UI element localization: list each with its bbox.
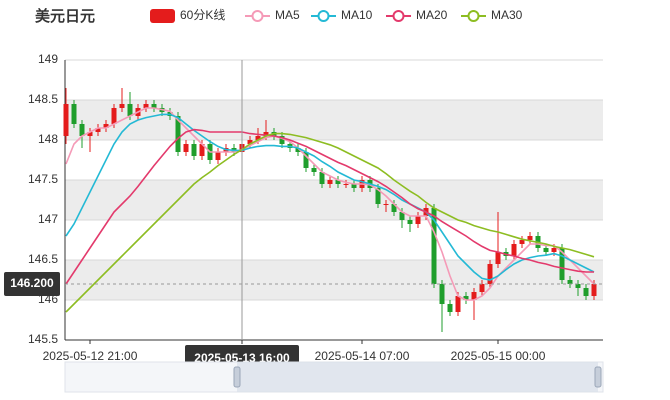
legend-label: 60分K线 (180, 8, 225, 22)
y-tick-label: 145.5 (28, 332, 58, 346)
candle-body (575, 284, 581, 288)
legend-marker (467, 10, 480, 22)
legend-swatch (150, 9, 175, 23)
y-tick-label: 147 (38, 212, 58, 226)
candle-body (487, 264, 493, 284)
candle-body (263, 132, 269, 136)
candle-body (551, 248, 557, 252)
candle-body (335, 180, 341, 184)
legend-marker (317, 10, 330, 22)
legend-label: MA10 (341, 8, 373, 22)
candle-body (111, 108, 117, 124)
split-band (65, 300, 603, 340)
y-tick-label: 149 (38, 52, 58, 66)
zoom-window (237, 362, 598, 392)
last-price-label: 146.200 (10, 276, 54, 290)
candle-body (79, 124, 85, 136)
y-tick-label: 148.5 (28, 92, 58, 106)
candle-body (183, 144, 189, 152)
zoom-handle[interactable] (233, 366, 241, 388)
candle-body (383, 204, 389, 205)
candle-body (447, 304, 453, 312)
candle-body (247, 140, 253, 144)
last-price-box (4, 272, 60, 296)
candle-body (559, 248, 565, 280)
candle-body (311, 168, 317, 172)
ma-line (65, 128, 594, 285)
candle-body (391, 204, 397, 212)
split-band (65, 180, 603, 220)
legend-label: MA20 (416, 8, 448, 22)
candle-body (519, 240, 525, 244)
candle-body (103, 124, 109, 128)
candle-body (399, 212, 405, 220)
candle-body (407, 220, 413, 224)
candle-body (191, 144, 197, 156)
ma-line (65, 113, 595, 281)
candle-body (143, 104, 149, 108)
candle-body (87, 132, 93, 136)
candle-body (215, 152, 221, 160)
candle-body (95, 128, 101, 132)
candle-body (527, 236, 533, 240)
split-band (65, 260, 603, 300)
candle-body (199, 144, 205, 156)
candle-body (471, 292, 477, 300)
ma-line (65, 132, 595, 313)
candle-body (295, 148, 301, 152)
candle-body (463, 296, 469, 300)
candle-body (175, 116, 181, 152)
candle-body (567, 280, 573, 284)
x-tick-label: 2025-05-12 21:00 (43, 349, 138, 363)
zoom-handle[interactable] (594, 366, 602, 388)
candle-body (151, 104, 157, 108)
candle-body (415, 216, 421, 224)
candle-body (255, 136, 261, 140)
candle-body (431, 208, 437, 284)
candle-body (591, 284, 597, 296)
legend-label: MA5 (275, 8, 300, 22)
legend-marker (392, 10, 405, 22)
legend-marker (251, 10, 264, 22)
candle-body (495, 252, 501, 264)
y-tick-label: 147.5 (28, 172, 58, 186)
candle-body (119, 104, 125, 108)
x-tick-label: 2025-05-15 00:00 (451, 349, 546, 363)
candle-body (511, 244, 517, 256)
y-tick-label: 146.5 (28, 252, 58, 266)
candle-body (63, 104, 69, 136)
split-band (65, 60, 603, 100)
y-tick-label: 148 (38, 132, 58, 146)
candle-body (351, 184, 357, 188)
candle-body (439, 284, 445, 304)
candle-body (327, 180, 333, 184)
candle-body (375, 188, 381, 204)
candle-body (543, 248, 549, 252)
candle-body (303, 152, 309, 168)
candle-body (319, 172, 325, 184)
candle-body (583, 288, 589, 296)
legend-label: MA30 (491, 8, 523, 22)
candle-body (127, 104, 133, 116)
candle-body (71, 104, 77, 124)
chart-title: 美元日元 (35, 7, 95, 25)
candle-body (479, 284, 485, 292)
x-tick-label: 2025-05-14 07:00 (315, 349, 410, 363)
candle-body (343, 184, 349, 185)
candle-body (455, 296, 461, 312)
candle-body (279, 136, 285, 144)
ma-line (65, 107, 595, 301)
